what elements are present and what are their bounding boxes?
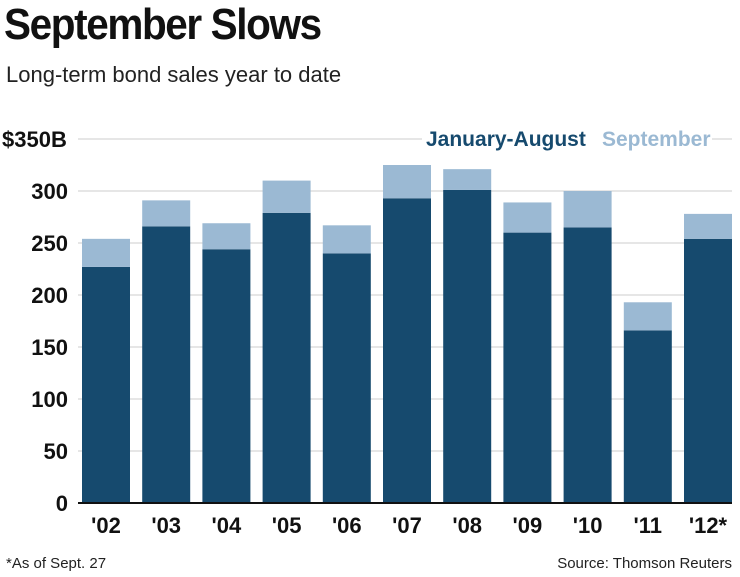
bar-january-august [322, 253, 371, 503]
y-tick-label: 100 [31, 387, 68, 412]
x-tick-label: '12* [689, 513, 728, 538]
bar-september [684, 213, 732, 239]
bar-september [82, 238, 130, 267]
y-tick-label: 0 [56, 491, 68, 516]
y-tick-label: $350B [2, 127, 67, 152]
x-tick-label: '11 [634, 513, 663, 538]
bar-september [142, 200, 191, 227]
x-tick-label: '08 [452, 513, 482, 538]
bar-january-august [503, 232, 552, 503]
chart-title: September Slows [4, 0, 322, 49]
bar-september [202, 223, 251, 250]
legend-january-august: January-August [426, 128, 586, 151]
bar-september [503, 202, 552, 233]
bar-january-august [563, 227, 612, 503]
footnote: *As of Sept. 27 [6, 555, 107, 572]
bar-september [383, 165, 431, 199]
x-tick-label: '04 [212, 513, 242, 538]
x-tick-label: '06 [332, 513, 362, 538]
bar-january-august [383, 198, 431, 503]
bar-january-august [443, 189, 492, 503]
source-credit: Source: Thomson Reuters [557, 555, 732, 572]
x-tick-label: '09 [513, 513, 543, 538]
x-tick-label: '05 [272, 513, 302, 538]
legend-september: September [602, 128, 711, 151]
bar-january-august [202, 249, 251, 503]
bar-january-august [142, 226, 191, 504]
bar-september [443, 169, 492, 190]
bar-january-august [82, 266, 130, 503]
bar-january-august [684, 238, 732, 503]
y-tick-label: 50 [44, 439, 68, 464]
y-tick-label: 250 [31, 231, 68, 256]
x-tick-label: '02 [91, 513, 121, 538]
bar-september [322, 225, 371, 254]
x-tick-label: '03 [151, 513, 181, 538]
y-tick-label: 150 [31, 335, 68, 360]
bar-september [623, 302, 672, 331]
bar-september [563, 191, 612, 228]
bar-september [262, 180, 311, 213]
y-tick-label: 200 [31, 283, 68, 308]
y-tick-label: 300 [31, 179, 68, 204]
bar-january-august [623, 330, 672, 503]
legend-background [422, 124, 712, 152]
bar-january-august [262, 212, 311, 503]
x-tick-label: '10 [573, 513, 603, 538]
x-tick-label: '07 [392, 513, 422, 538]
chart-subtitle: Long-term bond sales year to date [6, 62, 342, 87]
